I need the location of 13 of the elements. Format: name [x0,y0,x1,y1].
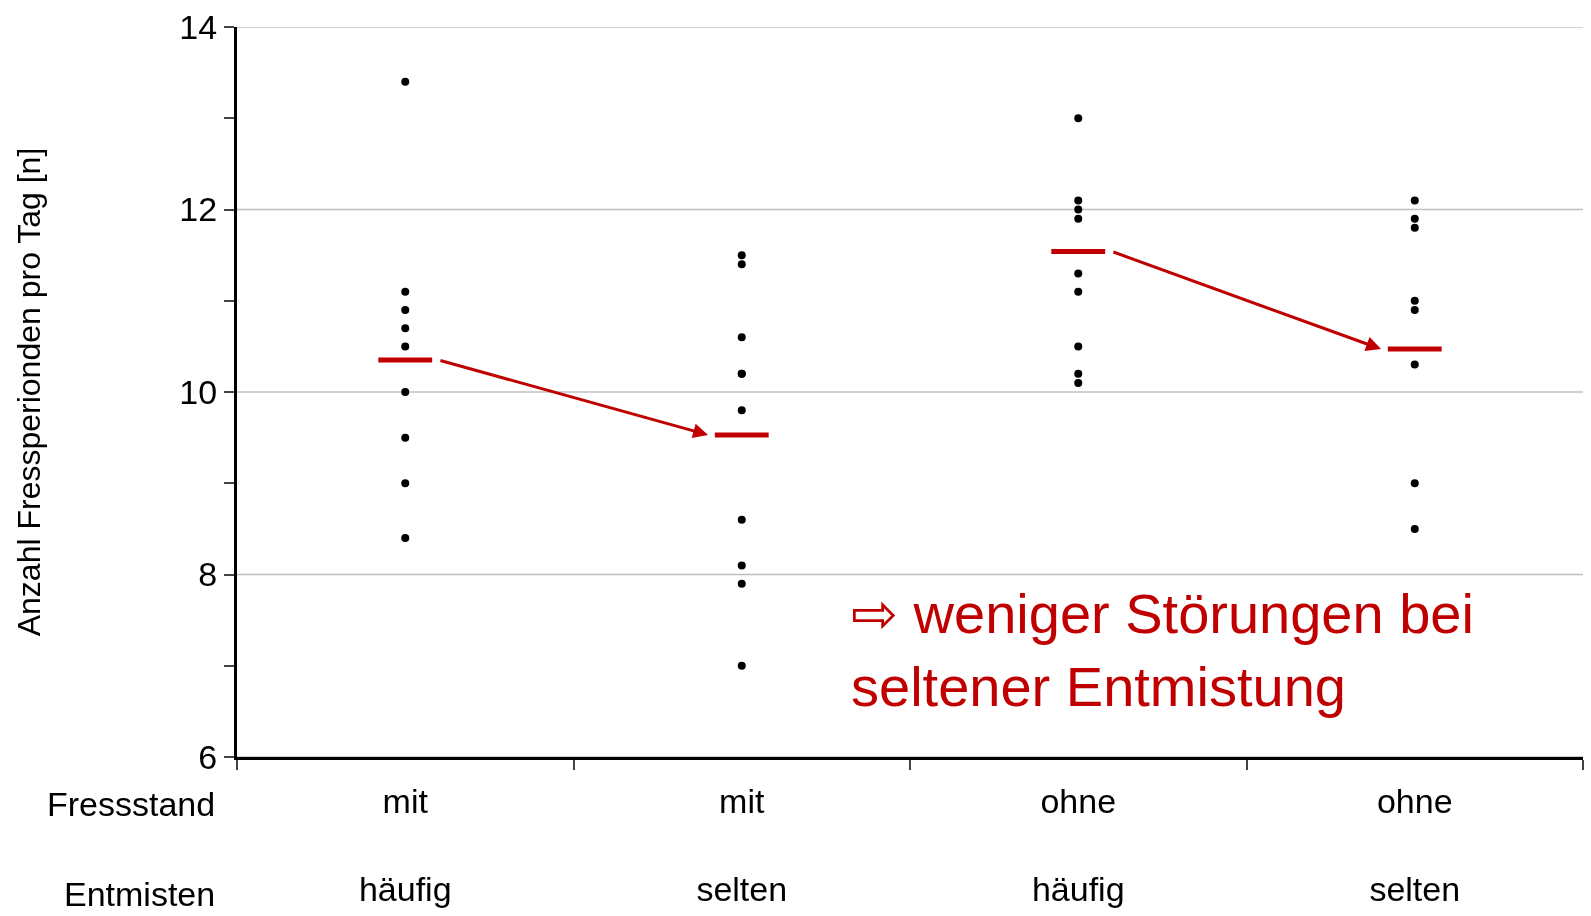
text: Fressstand [47,785,216,823]
y-tick-label: 14 [179,7,218,46]
y-tick-label: 8 [198,555,218,594]
category-label: ohne häufig [1031,781,1125,909]
category-label: mit häufig [358,781,452,909]
y-tick-label: 10 [179,372,218,411]
y-tick-label: 6 [198,737,218,776]
annotation: ⇨ weniger Störungen bei seltener Entmistung [851,582,1474,718]
y-tick-label: 12 [179,190,218,229]
category-label: mit selten [696,781,788,909]
y-axis-title: Anzahl Fressperionden pro Tag [n] [10,147,47,637]
text: Entmisten [64,875,216,913]
category-label: ohne selten [1369,781,1461,909]
